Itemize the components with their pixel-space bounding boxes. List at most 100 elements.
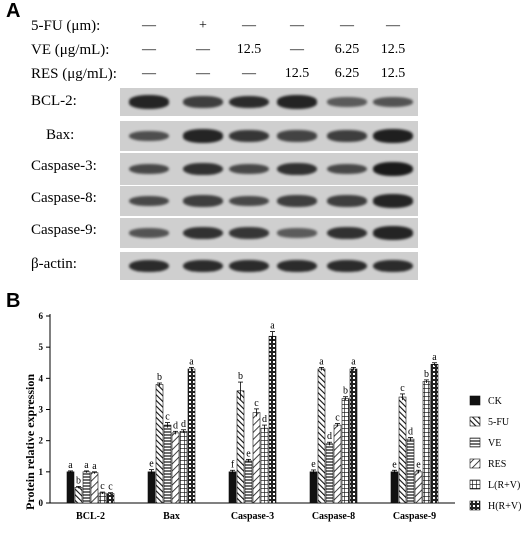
treatment-label-res: RES (μg/mL):	[31, 66, 117, 82]
bar	[228, 471, 237, 504]
blot-band	[327, 97, 367, 107]
blot-band	[183, 259, 223, 273]
treatment-5fu-lane1: —	[142, 18, 156, 33]
legend-label: 5-FU	[488, 417, 510, 428]
bar	[398, 396, 407, 504]
blot-label-bax: Bax:	[46, 127, 75, 143]
y-tick-label: 0	[39, 498, 44, 508]
blot-band	[277, 162, 317, 176]
blot-label-caspase3: Caspase-3:	[31, 158, 97, 174]
significance-letter: d	[181, 419, 186, 430]
blot-band	[129, 130, 169, 142]
bar	[155, 384, 164, 504]
significance-letter: a	[92, 461, 97, 472]
treatment-ve-lane5: 6.25	[334, 42, 360, 57]
legend: CK 5-FU VE RES L(R+V) H(R+V)	[469, 395, 521, 512]
significance-letter: d	[173, 420, 178, 431]
blot-band	[229, 259, 269, 273]
bar	[187, 368, 196, 504]
x-tick-label: Caspase-3	[231, 511, 274, 522]
significance-letter: c	[108, 482, 113, 493]
treatment-5fu-lane5: —	[340, 18, 354, 33]
significance-letter: b	[238, 371, 243, 382]
significance-letter: c	[400, 383, 405, 394]
legend-swatch	[469, 437, 481, 448]
y-tick-label: 6	[39, 311, 44, 321]
significance-letter: a	[351, 356, 356, 367]
significance-letter: a	[319, 356, 324, 367]
bar	[341, 398, 350, 504]
treatment-res-lane2: —	[196, 66, 210, 81]
y-tick-label: 5	[39, 342, 44, 352]
bar	[106, 493, 115, 504]
blot-band	[129, 163, 169, 175]
bar	[179, 431, 188, 504]
blot-band	[129, 259, 169, 273]
legend-label: H(R+V)	[488, 501, 521, 512]
legend-label: RES	[488, 459, 506, 470]
bar	[244, 460, 253, 504]
significance-letter: a	[68, 460, 73, 471]
x-tick-label: Bax	[163, 511, 180, 522]
bar	[260, 427, 269, 504]
blot-band	[327, 259, 367, 273]
blot-band	[183, 129, 223, 143]
significance-letter: c	[100, 481, 105, 492]
blot-label-caspase8: Caspase-8:	[31, 190, 97, 206]
legend-label: VE	[488, 438, 501, 449]
blot-band	[373, 259, 413, 273]
y-tick-label: 2	[39, 436, 44, 446]
blot-band	[327, 195, 367, 207]
bar	[422, 381, 431, 504]
significance-letter: b	[424, 369, 429, 380]
blot-band	[277, 259, 317, 273]
blot-band	[373, 226, 413, 240]
bar	[268, 335, 277, 504]
treatment-res-lane6: 12.5	[380, 66, 406, 81]
x-tick-label: Caspase-9	[393, 511, 436, 522]
blot-band	[277, 95, 317, 109]
significance-letter: d	[327, 431, 332, 442]
treatment-res-lane5: 6.25	[334, 66, 360, 81]
treatment-ve-lane6: 12.5	[380, 42, 406, 57]
bar	[90, 472, 99, 504]
bar	[163, 424, 172, 504]
blot-band	[229, 130, 269, 142]
bar	[171, 432, 180, 504]
bar	[66, 471, 75, 504]
bar	[317, 368, 326, 504]
significance-letter: e	[311, 459, 316, 470]
significance-letter: c	[335, 413, 340, 424]
blot-band	[373, 129, 413, 143]
bar	[82, 471, 91, 504]
treatment-5fu-lane6: —	[386, 18, 400, 33]
bar	[390, 471, 399, 504]
significance-letter: d	[262, 414, 267, 425]
blot-band	[129, 228, 169, 238]
significance-letter: e	[392, 459, 397, 470]
legend-swatch	[469, 479, 481, 490]
blot-band	[183, 195, 223, 207]
x-tick-label: BCL-2	[76, 511, 105, 522]
blot-band	[373, 97, 413, 107]
significance-letter: b	[343, 386, 348, 397]
bar	[74, 487, 83, 504]
significance-letter: c	[165, 412, 170, 423]
legend-swatch	[469, 500, 481, 511]
blot-band	[277, 228, 317, 238]
blot-band	[277, 195, 317, 207]
significance-letter: e	[149, 459, 154, 470]
x-tick-label: Caspase-8	[312, 511, 355, 522]
bar	[325, 443, 334, 504]
blot-strip-beta-actin	[120, 252, 418, 280]
blot-band	[277, 130, 317, 142]
significance-letter: a	[84, 460, 89, 471]
bar	[252, 412, 261, 504]
blot-label-bcl2: BCL-2:	[31, 93, 77, 109]
blot-label-beta-actin: β-actin:	[31, 256, 77, 272]
panel-b-letter: B	[6, 290, 21, 312]
treatment-ve-lane3: 12.5	[236, 42, 262, 57]
bar	[430, 364, 439, 504]
